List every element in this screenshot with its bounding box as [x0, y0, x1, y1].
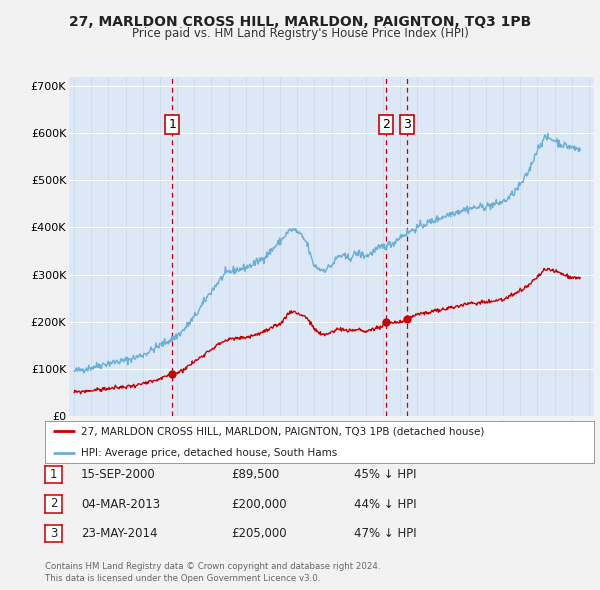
Text: Price paid vs. HM Land Registry's House Price Index (HPI): Price paid vs. HM Land Registry's House …	[131, 27, 469, 40]
Text: £200,000: £200,000	[231, 498, 287, 511]
Text: 23-MAY-2014: 23-MAY-2014	[81, 527, 157, 540]
Text: £205,000: £205,000	[231, 527, 287, 540]
Text: 45% ↓ HPI: 45% ↓ HPI	[354, 468, 416, 481]
Text: £89,500: £89,500	[231, 468, 279, 481]
Text: 47% ↓ HPI: 47% ↓ HPI	[354, 527, 416, 540]
Text: 1: 1	[168, 117, 176, 131]
Text: 3: 3	[403, 117, 411, 131]
Text: 1: 1	[50, 468, 57, 481]
Text: Contains HM Land Registry data © Crown copyright and database right 2024.
This d: Contains HM Land Registry data © Crown c…	[45, 562, 380, 583]
Text: 27, MARLDON CROSS HILL, MARLDON, PAIGNTON, TQ3 1PB (detached house): 27, MARLDON CROSS HILL, MARLDON, PAIGNTO…	[80, 427, 484, 436]
Text: 44% ↓ HPI: 44% ↓ HPI	[354, 498, 416, 511]
Text: 04-MAR-2013: 04-MAR-2013	[81, 498, 160, 511]
Text: 2: 2	[50, 497, 57, 510]
Text: HPI: Average price, detached house, South Hams: HPI: Average price, detached house, Sout…	[80, 448, 337, 457]
Text: 15-SEP-2000: 15-SEP-2000	[81, 468, 156, 481]
Text: 3: 3	[50, 527, 57, 540]
Text: 27, MARLDON CROSS HILL, MARLDON, PAIGNTON, TQ3 1PB: 27, MARLDON CROSS HILL, MARLDON, PAIGNTO…	[69, 15, 531, 29]
Text: 2: 2	[382, 117, 390, 131]
